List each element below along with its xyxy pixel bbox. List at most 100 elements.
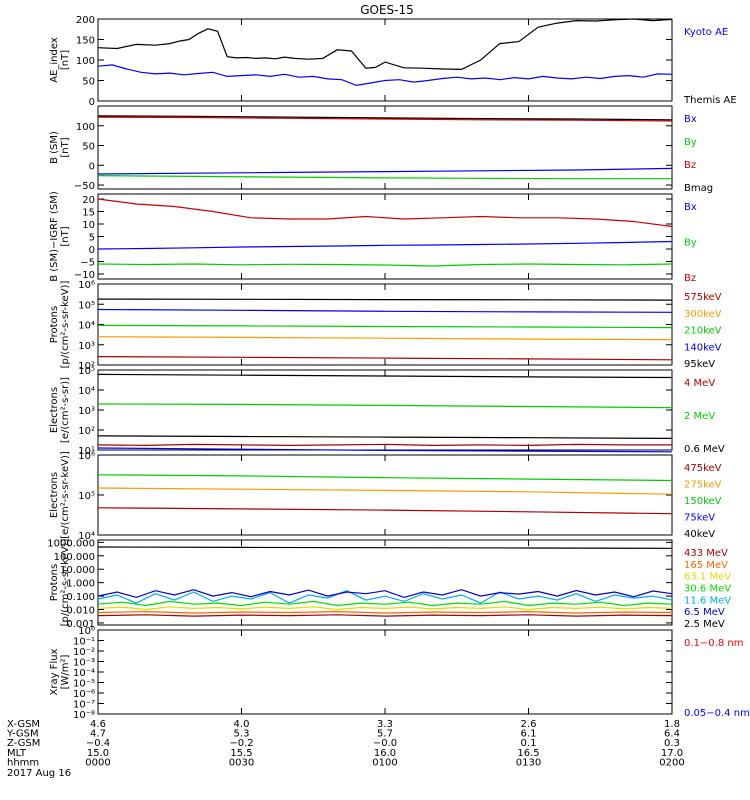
x-axis-value: 3.3 (377, 719, 393, 730)
y-tick-label: 10⁵ (78, 300, 95, 311)
panel-frame (97, 283, 673, 366)
x-axis-value: 0100 (372, 757, 397, 768)
series-line-5 (97, 356, 673, 361)
panel-6: 10⁴ 10⁵ 10⁶ Electrons [e/(cm²-s-sr-keV)] 475k… (49, 435, 722, 542)
legend-entry: 165 MeV (684, 560, 728, 571)
y-axis-label: [e/(cm²-s-sr)] (60, 377, 71, 443)
x-axis-row-label: hhmm (7, 757, 39, 768)
x-axis-value: 0030 (229, 757, 254, 768)
series-line-4 (97, 167, 673, 175)
panel-frame (97, 193, 673, 280)
series-line-1 (97, 435, 673, 439)
series-line-3 (97, 175, 672, 180)
panel-7: 0.001 0.010 0.100 1.000 10.000 100.000 1000.00… (47, 538, 731, 630)
y-tick-label: 10⁶ (78, 451, 95, 462)
legend-entry: 2 MeV (684, 411, 715, 422)
legend-entry: Bx (684, 202, 697, 213)
x-axis-value: 0200 (659, 757, 684, 768)
y-tick-label: 10⁵ (78, 491, 95, 502)
y-tick-label: 50 (82, 142, 95, 153)
y-axis-label: [nT] (60, 50, 71, 70)
legend-entry: 63.1 MeV (684, 572, 731, 583)
x-axis-value: 4.6 (90, 719, 106, 730)
series-line-1 (97, 18, 673, 71)
legend-entry: Bz (684, 160, 696, 171)
series-line-2 (97, 447, 673, 453)
y-tick-label: 0.001 (66, 619, 95, 630)
series-line-5 (97, 606, 673, 611)
y-tick-label: −10 (74, 270, 95, 281)
y-tick-label: 20 (82, 195, 95, 206)
y-tick-label: 1000.000 (47, 538, 95, 549)
x-axis-row-label: Z-GSM (7, 738, 40, 749)
panel-4: 10² 10³ 10⁴ 10⁵ 10⁶ Protons [p/(cm²-s-sr-keV)]… (49, 280, 722, 372)
panel-2: −50 0 50 100 B (SM) [nT] Bx By Bz Bmag (49, 105, 713, 194)
y-axis-label: [nT] (60, 226, 71, 246)
x-axis-value: 16.5 (517, 748, 539, 759)
y-tick-label: 0 (89, 97, 95, 108)
legend-entry: Themis AE (683, 95, 737, 106)
y-axis-label: [W/m²] (60, 654, 71, 689)
legend-entry: 11.6 MeV (684, 595, 731, 606)
series-line-7 (97, 614, 673, 617)
legend-entry: 0.05−0.4 nm (684, 708, 750, 719)
x-axis-value: 4.7 (90, 729, 106, 740)
legend-entry: 0.1−0.8 nm (684, 638, 743, 649)
x-axis-value: 2.6 (521, 719, 537, 730)
y-tick-label: 50 (82, 77, 95, 88)
series-line-2 (97, 64, 673, 87)
series-line-4 (97, 487, 673, 495)
legend-entry: 150keV (684, 496, 722, 507)
x-axis-value: 4.0 (234, 719, 250, 730)
y-tick-label: 5 (89, 233, 95, 244)
x-axis-row-label: MLT (7, 748, 27, 759)
x-axis-row-label: Y-GSM (6, 729, 39, 740)
x-axis-value: 0000 (85, 757, 110, 768)
legend-entry: By (684, 137, 697, 148)
y-axis-label: Xray Flux (49, 648, 60, 695)
y-tick-label: 10³ (78, 406, 95, 417)
x-axis-value: −0.2 (229, 738, 253, 749)
series-line-2 (97, 116, 673, 122)
y-tick-label: 150 (76, 36, 95, 47)
legend-entry: Bz (684, 273, 696, 284)
y-axis-label: [p/(cm²-s-sr-keV)] (60, 539, 71, 627)
y-tick-label: 10⁻⁶ (73, 689, 95, 700)
date-label: 2017 Aug 16 (7, 768, 71, 779)
y-tick-label: 10⁻⁸ (73, 710, 95, 721)
series-line-1 (97, 198, 673, 228)
legend-entry: 0.6 MeV (684, 444, 725, 455)
x-axis-value: 5.3 (234, 729, 250, 740)
y-axis-label: Protons (49, 306, 60, 343)
y-tick-label: 10.000 (60, 565, 95, 576)
series-line-3 (97, 240, 673, 250)
y-tick-label: 100.000 (54, 552, 95, 563)
panel-frame (97, 454, 673, 536)
figure-title: GOES-15 (360, 3, 414, 17)
series-line-5 (97, 507, 673, 515)
series-line-2 (97, 403, 673, 409)
legend-entry: 95keV (684, 359, 715, 370)
series-line-1 (97, 115, 673, 121)
y-axis-label: B (SM) (49, 131, 60, 164)
y-tick-label: 200 (76, 15, 95, 26)
y-axis-label: [nT] (60, 137, 71, 157)
y-tick-label: 1.000 (66, 579, 95, 590)
panel-5: 10¹ 10² 10³ 10⁴ 10⁵ Electrons [e/(cm²-s-sr)] 4 … (49, 366, 725, 457)
y-tick-label: 0 (89, 161, 95, 172)
series-line-2 (97, 590, 673, 604)
y-tick-label: 10⁻⁷ (73, 700, 95, 711)
legend-entry: 210keV (684, 326, 722, 337)
y-tick-label: 100 (76, 56, 95, 67)
y-tick-label: 10² (78, 426, 95, 437)
legend-entry: Bmag (684, 183, 713, 194)
series-line-3 (97, 474, 673, 482)
y-tick-label: 10⁴ (78, 321, 95, 332)
legend-entry: By (684, 238, 697, 249)
x-axis-row-label: X-GSM (7, 719, 40, 730)
y-tick-label: 10³ (78, 341, 95, 352)
series-line-3 (97, 443, 672, 447)
x-axis-value: 6.4 (664, 729, 680, 740)
